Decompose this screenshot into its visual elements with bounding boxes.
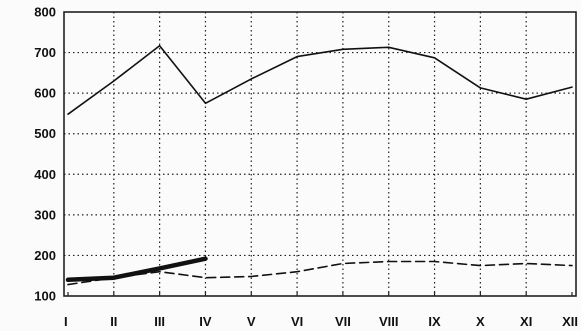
x-tick-label: VI — [291, 314, 303, 329]
series-line-upper — [67, 44, 573, 115]
series-line-thick — [65, 256, 208, 283]
x-tick-label: IX — [428, 314, 441, 329]
x-tick-label: V — [247, 314, 256, 329]
y-axis: 100 200 300 400 500 600 700 800 — [34, 5, 56, 304]
y-tick-label: 300 — [34, 207, 56, 222]
y-tick-label: 700 — [34, 45, 56, 60]
plot-border — [63, 11, 577, 297]
y-tick-label: 600 — [34, 86, 56, 101]
x-tick-label: II — [110, 314, 117, 329]
y-tick-label: 800 — [34, 5, 56, 20]
gridlines — [64, 12, 576, 296]
x-tick-label: III — [154, 314, 165, 329]
y-tick-label: 200 — [34, 248, 56, 263]
x-axis: I II III IV V VI VII VIII IX X XI XII — [64, 292, 578, 329]
x-tick-label: I — [64, 314, 68, 329]
series-layer — [65, 44, 573, 286]
series-line-dashed — [67, 260, 573, 286]
plot-area — [63, 11, 577, 297]
x-tick-label: IV — [199, 314, 212, 329]
x-tick-label: X — [476, 314, 485, 329]
x-tick-label: VIII — [379, 314, 399, 329]
y-tick-label: 400 — [34, 167, 56, 182]
x-tick-label: VII — [335, 314, 351, 329]
y-tick-label: 100 — [34, 289, 56, 304]
x-tick-label: XI — [520, 314, 532, 329]
x-tick-label: XII — [562, 314, 578, 329]
y-tick-label: 500 — [34, 126, 56, 141]
